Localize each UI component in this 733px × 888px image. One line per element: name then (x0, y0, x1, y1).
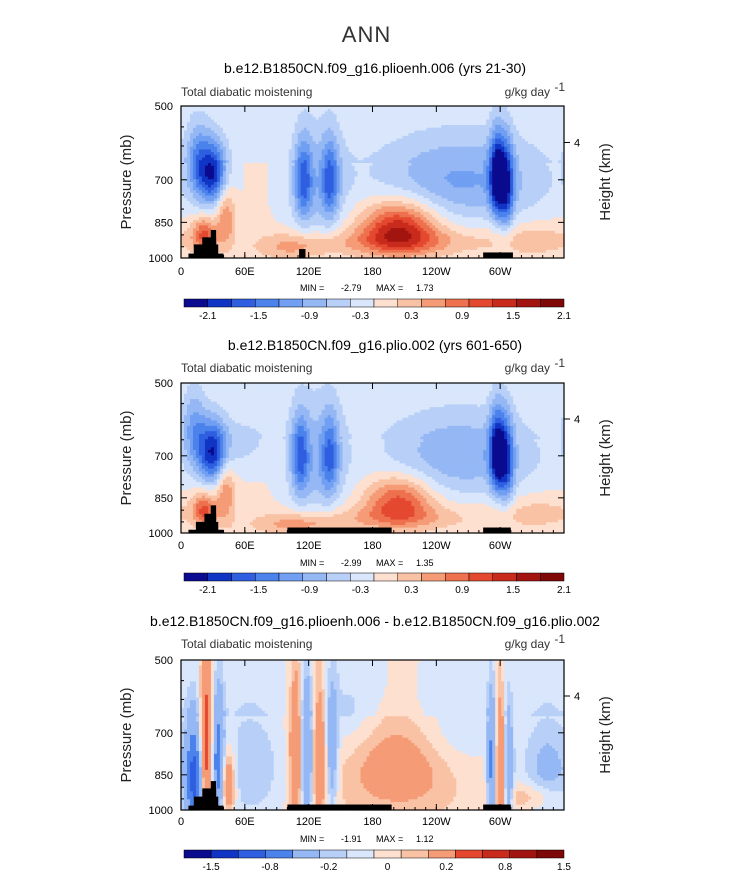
chart-title: b.e12.B1850CN.f09_g16.plioenh.006 (yrs 2… (224, 60, 526, 76)
units-label: g/kg day (505, 85, 550, 99)
chart-subtitle: Total diabatic moistening (181, 85, 312, 99)
heatmap (181, 106, 565, 259)
units-exponent: -1 (554, 80, 565, 94)
chart-panel-1: b.e12.B1850CN.f09_g16.plioenh.006 (yrs 2… (118, 60, 614, 322)
